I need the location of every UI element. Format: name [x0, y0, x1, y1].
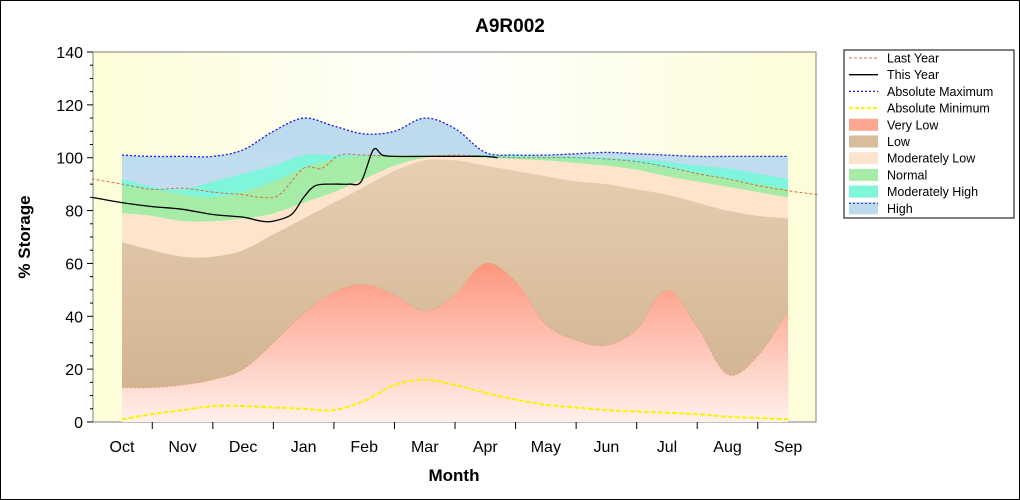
y-tick-label: 60	[65, 256, 83, 273]
band-very-low	[122, 263, 789, 422]
y-tick-label: 120	[56, 98, 83, 115]
legend-swatch	[849, 202, 878, 215]
axes-layer: 0 20 40 60 80 100 120 140 Oct Nov Dec Jan Feb Mar Apr M…	[56, 45, 802, 456]
legend-label: Normal	[887, 168, 927, 182]
x-tick-label: Sep	[774, 439, 803, 456]
y-tick-label: 80	[65, 204, 83, 221]
x-tick-label: Jan	[291, 439, 317, 456]
legend-label: Low	[887, 135, 911, 149]
legend-label: Very Low	[887, 118, 939, 132]
legend-swatch	[849, 168, 878, 181]
legend-label: High	[887, 202, 913, 216]
y-tick-label: 40	[65, 309, 83, 326]
absolute-minimum-line	[121, 378, 789, 421]
legend-swatch	[849, 185, 878, 198]
bands-layer	[121, 118, 789, 423]
x-tick-label: Dec	[229, 439, 257, 456]
legend-label: Moderately Low	[887, 152, 976, 166]
x-tick-label: Feb	[350, 439, 378, 456]
x-tick-label: Jul	[657, 439, 677, 456]
this-year-line	[91, 147, 498, 223]
legend-label: Absolute Maximum	[887, 85, 993, 99]
y-tick-label: 0	[74, 415, 83, 432]
legend-swatch	[849, 152, 878, 165]
legend-label: Moderately High	[887, 185, 978, 199]
legend-label: Last Year	[887, 52, 939, 66]
x-tick-label: Jun	[594, 439, 620, 456]
legend-label: This Year	[887, 68, 939, 82]
legend: Last Year This Year Absolute Maximum Absolu…	[843, 49, 1015, 219]
x-tick-label: Nov	[168, 439, 196, 456]
very-low-outline	[121, 262, 789, 389]
absolute-maximum-line	[121, 117, 788, 158]
x-tick-label: Aug	[713, 439, 741, 456]
y-tick-label: 20	[65, 362, 83, 379]
chart-title: A9R002	[475, 16, 545, 37]
legend-label: Absolute Minimum	[887, 102, 990, 116]
x-axis-title: Month	[429, 466, 480, 485]
x-tick-label: Apr	[473, 439, 499, 456]
y-axis-title: % Storage	[15, 195, 34, 278]
y-tick-label: 100	[56, 151, 83, 168]
x-tick-label: Oct	[110, 439, 135, 456]
legend-swatch	[849, 118, 878, 131]
x-tick-label: May	[531, 439, 561, 456]
lines-layer	[91, 117, 819, 421]
legend-swatch	[849, 135, 878, 148]
y-tick-label: 140	[56, 45, 83, 62]
x-tick-label: Mar	[411, 439, 439, 456]
